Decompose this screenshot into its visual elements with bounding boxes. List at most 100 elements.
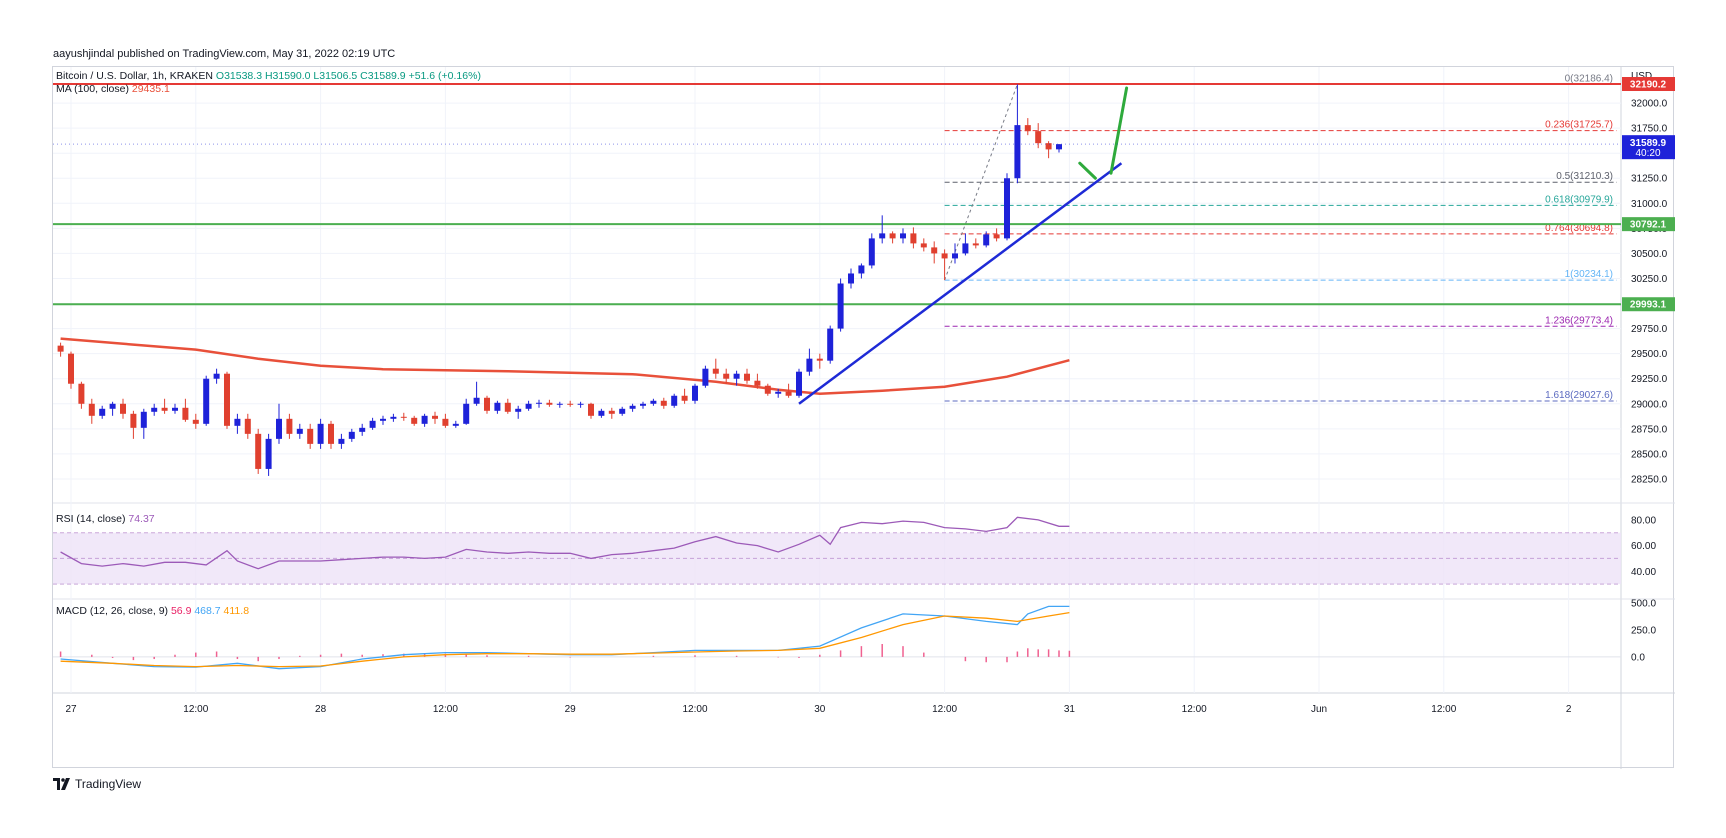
candle-body [161, 407, 168, 411]
price-tick-label: 31000.0 [1631, 199, 1668, 210]
chart-container[interactable]: 28250.0 28500.0 28750.0 29000.0 29250.0 29500… [52, 66, 1675, 769]
candle-body [775, 391, 782, 394]
candle-body [972, 243, 979, 246]
price-tick-label: 29250.0 [1631, 374, 1668, 385]
candle-body [88, 403, 95, 416]
tradingview-brand[interactable]: TradingView [53, 777, 141, 791]
last-price-label: 31589.9 [1630, 138, 1667, 149]
fib-level-label: 0.236(31725.7) [1545, 120, 1613, 131]
ohlc-values: O31538.3 H31590.0 L31506.5 C31589.9 +51.… [215, 70, 481, 82]
candle-body [57, 345, 64, 352]
chart-svg[interactable]: 28250.028500.028750.029000.029250.029500… [53, 67, 1675, 769]
candle-body [203, 378, 210, 424]
candle-body [723, 373, 730, 379]
candle-body [473, 397, 480, 404]
candle-body [962, 243, 969, 254]
rsi-legend-value: 74.37 [128, 513, 155, 525]
fib-anchor-line [944, 84, 1018, 281]
fib-level-label: 0.764(30694.8) [1545, 223, 1613, 234]
candle-body [1045, 143, 1052, 150]
candle-body [130, 413, 137, 428]
currency-label: USD [1631, 71, 1652, 82]
price-tick-label: 30250.0 [1631, 274, 1668, 285]
candle-body [660, 400, 667, 406]
moving-average-line [60, 337, 1070, 396]
resistance-price-label: 32190.2 [1630, 80, 1667, 91]
candle-body [68, 353, 74, 384]
time-tick-label: 29 [565, 704, 577, 715]
candle-body [619, 408, 626, 414]
rsi-tick-label: 80.00 [1631, 515, 1656, 526]
last-price-tag [1622, 135, 1675, 160]
fib-level-label: 1.618(29027.6) [1545, 390, 1613, 401]
candle-body [598, 410, 605, 416]
time-tick-label: 12:00 [1182, 704, 1207, 715]
candle-body [182, 407, 189, 420]
time-tick-label: 31 [1064, 704, 1076, 715]
time-tick-label: 12:00 [183, 704, 208, 715]
candle-body [244, 418, 251, 434]
candle-body [265, 438, 272, 469]
candle-body [889, 233, 896, 239]
candle-body [348, 431, 355, 439]
time-tick-label: 30 [814, 704, 826, 715]
support-lower-price-tag [1622, 297, 1675, 312]
candle-body [785, 391, 792, 396]
candle-body [151, 407, 158, 412]
candle-body [931, 247, 938, 254]
candle-body [452, 423, 459, 426]
last-price-countdown: 40:20 [1635, 148, 1660, 159]
candle-body [1024, 125, 1031, 132]
candle-body [848, 273, 854, 284]
macd-tick-label: 500.0 [1631, 599, 1656, 610]
candle-body [816, 358, 823, 361]
time-tick-label: 12:00 [932, 704, 957, 715]
candle-body [400, 416, 407, 418]
candle-body [1035, 131, 1042, 144]
price-tick-label: 28750.0 [1631, 424, 1668, 435]
candle-body [744, 373, 750, 381]
candle-body [858, 265, 865, 274]
candle-body [494, 402, 501, 411]
candle-body [608, 410, 615, 414]
candle-body [338, 438, 345, 444]
candle-body [1004, 178, 1010, 239]
candle-body [463, 403, 470, 424]
price-tick-label: 31750.0 [1631, 124, 1668, 135]
candle-body [432, 415, 438, 419]
candle-body [879, 233, 886, 239]
candle-body [983, 234, 990, 246]
candle-body [640, 403, 646, 406]
candle-body [296, 428, 303, 434]
price-tick-label: 29750.0 [1631, 324, 1668, 335]
candle-body [806, 358, 813, 372]
candle-body [317, 423, 324, 444]
time-tick-label: 12:00 [1431, 704, 1456, 715]
candle-body [109, 403, 116, 409]
candle-body [681, 395, 688, 401]
candle-body [224, 373, 230, 426]
candle-body [307, 428, 314, 444]
candle-body [796, 371, 802, 396]
candle-body [328, 423, 334, 444]
rsi-tick-label: 40.00 [1631, 567, 1656, 578]
price-tick-label: 30500.0 [1631, 249, 1668, 260]
candle-body [442, 418, 449, 426]
price-tick-label: 28500.0 [1631, 449, 1668, 460]
rsi-tick-label: 60.00 [1631, 541, 1656, 552]
candle-body [120, 403, 126, 414]
candle-body [276, 418, 282, 439]
candle-body [712, 368, 719, 374]
candle-body [567, 403, 574, 405]
ma-legend-value: 29435.1 [131, 83, 170, 95]
fib-level-label: 0(32186.4) [1565, 73, 1613, 84]
candle-body [900, 233, 906, 239]
candle-body [629, 405, 636, 409]
candle-body [78, 383, 85, 404]
macd-legend-v1: 56.9 [170, 605, 192, 617]
price-tick-label: 31250.0 [1631, 174, 1668, 185]
projection-path [1109, 86, 1129, 175]
candle-body [702, 368, 709, 386]
candle-body [952, 253, 958, 259]
candle-body [671, 395, 678, 406]
